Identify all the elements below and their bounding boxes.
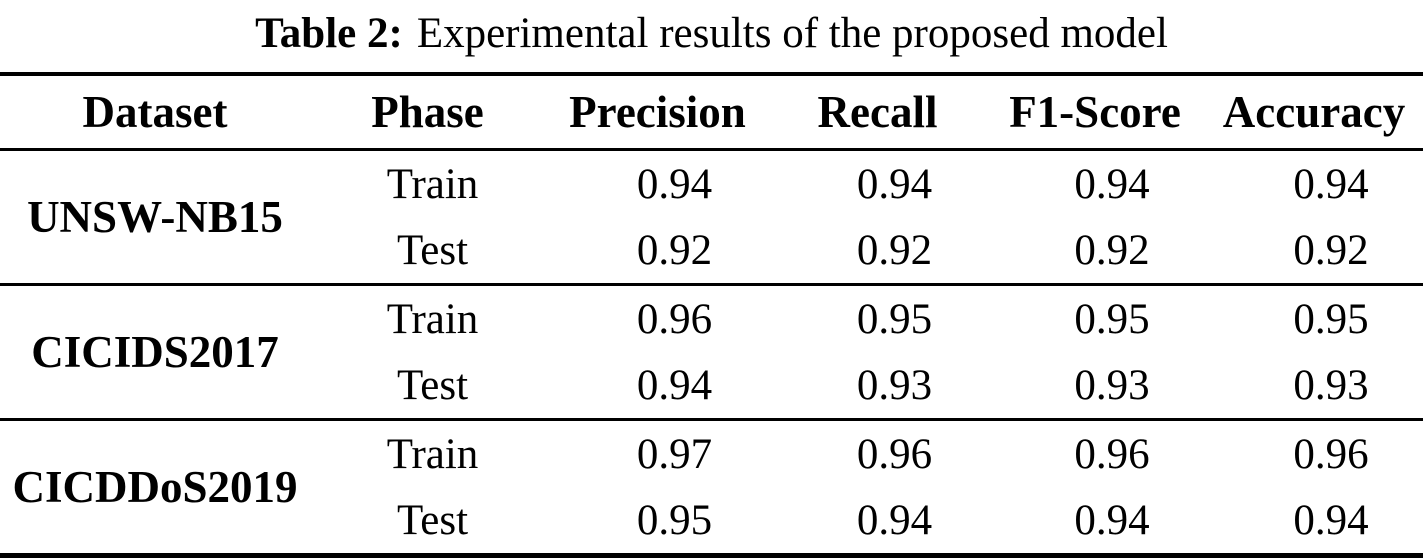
- table-caption-label: Table 2:: [255, 10, 403, 57]
- phase-cell: Test: [396, 226, 469, 274]
- col-header-dataset: Dataset: [82, 87, 228, 137]
- phase-cell: Train: [386, 160, 479, 208]
- header-row: Dataset Phase Precision Recall F1-Score …: [0, 74, 1423, 150]
- metric-value: 0.95: [1074, 295, 1150, 343]
- metric-value: 0.94: [1293, 496, 1369, 544]
- metric-value: 0.93: [1293, 361, 1369, 409]
- dataset-name: CICIDS2017: [31, 327, 279, 377]
- phase-cell: Test: [396, 361, 469, 409]
- metric-value: 0.92: [636, 226, 713, 274]
- metric-value: 0.94: [856, 160, 933, 208]
- dataset-group-cicids2017: CICIDS2017 Train 0.96 0.95 0.95 0.95 Tes…: [0, 285, 1423, 420]
- table-row: CICIDS2017 Train 0.96 0.95 0.95 0.95: [0, 285, 1423, 378]
- metric-value: 0.96: [1074, 430, 1150, 478]
- metric-value: 0.93: [1074, 361, 1150, 409]
- metric-value: 0.94: [1074, 160, 1150, 208]
- col-header-recall: Recall: [817, 87, 938, 137]
- col-header-precision: Precision: [569, 87, 746, 137]
- table-row: Test 0.94 0.93 0.93 0.93: [0, 352, 1423, 420]
- table-row: UNSW-NB15 Train 0.94 0.94 0.94 0.94: [0, 150, 1423, 243]
- dataset-name: UNSW-NB15: [27, 192, 283, 242]
- table-caption-text: Experimental results of the proposed mod…: [416, 10, 1168, 57]
- phase-cell: Train: [386, 295, 479, 343]
- metric-value: 0.94: [856, 496, 933, 544]
- metric-value: 0.94: [1293, 160, 1369, 208]
- metric-value: 0.97: [636, 430, 713, 478]
- dataset-name: CICDDoS2019: [12, 462, 298, 512]
- metric-value: 0.92: [1074, 226, 1150, 274]
- table-header: Dataset Phase Precision Recall F1-Score …: [0, 74, 1423, 150]
- metric-value: 0.94: [636, 361, 713, 409]
- dataset-group-unsw-nb15: UNSW-NB15 Train 0.94 0.94 0.94 0.94 Test…: [0, 150, 1423, 285]
- metric-value: 0.92: [1293, 226, 1369, 274]
- metric-value: 0.96: [856, 430, 933, 478]
- phase-cell: Test: [396, 496, 469, 544]
- results-table: Dataset Phase Precision Recall F1-Score …: [0, 72, 1423, 558]
- metric-value: 0.94: [1074, 496, 1150, 544]
- metric-value: 0.95: [856, 295, 933, 343]
- metric-value: 0.96: [1293, 430, 1369, 478]
- dataset-group-cicddos2019: CICDDoS2019 Train 0.97 0.96 0.96 0.96 Te…: [0, 420, 1423, 556]
- metric-value: 0.92: [856, 226, 933, 274]
- table-row: CICDDoS2019 Train 0.97 0.96 0.96 0.96: [0, 420, 1423, 513]
- metric-value: 0.93: [856, 361, 933, 409]
- phase-cell: Train: [386, 430, 479, 478]
- table-caption: Table 2: Experimental results of the prop…: [0, 0, 1423, 72]
- metric-value: 0.94: [636, 160, 713, 208]
- metric-value: 0.95: [636, 496, 713, 544]
- metric-value: 0.95: [1293, 295, 1369, 343]
- table-row: Test 0.95 0.94 0.94 0.94: [0, 487, 1423, 556]
- col-header-phase: Phase: [371, 87, 484, 137]
- metric-value: 0.96: [636, 295, 713, 343]
- table-row: Test 0.92 0.92 0.92 0.92: [0, 217, 1423, 285]
- col-header-f1-score: F1-Score: [1009, 87, 1181, 137]
- col-header-accuracy: Accuracy: [1222, 87, 1406, 137]
